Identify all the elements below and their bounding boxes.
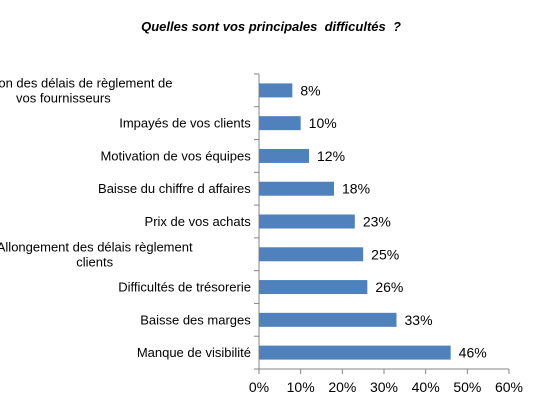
bar bbox=[259, 280, 368, 295]
value-label: 8% bbox=[300, 82, 320, 98]
bar bbox=[259, 247, 364, 262]
x-tick-label: 0% bbox=[249, 379, 269, 395]
category-label: Réduction des délais de règlement devos … bbox=[0, 75, 173, 105]
value-label: 12% bbox=[317, 148, 345, 164]
bar bbox=[259, 345, 451, 360]
category-label: Baisse du chiffre d affaires bbox=[98, 181, 251, 196]
x-tick-label: 10% bbox=[287, 379, 315, 395]
value-label: 25% bbox=[371, 246, 399, 262]
x-tick-label: 60% bbox=[495, 379, 523, 395]
category-label: Difficultés de trésorerie bbox=[118, 280, 251, 295]
category-label: Baisse des marges bbox=[140, 312, 251, 327]
bar bbox=[259, 214, 355, 229]
chart-title: Quelles sont vos principales difficultés… bbox=[141, 19, 401, 34]
category-label: Manque de visibilité bbox=[137, 345, 251, 360]
category-label: Motivation de vos équipes bbox=[100, 148, 251, 163]
value-label: 46% bbox=[459, 345, 487, 361]
value-label: 23% bbox=[363, 214, 391, 230]
x-tick-label: 40% bbox=[412, 379, 440, 395]
bar bbox=[259, 312, 397, 327]
x-tick-label: 20% bbox=[328, 379, 356, 395]
value-label: 10% bbox=[309, 115, 337, 131]
bar bbox=[259, 83, 293, 98]
category-label: Allongement des délais règlement clients bbox=[0, 239, 193, 269]
value-label: 26% bbox=[375, 279, 403, 295]
category-label: Prix de vos achats bbox=[145, 214, 252, 229]
value-label: 33% bbox=[405, 312, 433, 328]
bar bbox=[259, 148, 309, 163]
category-label: Impayés de vos clients bbox=[119, 116, 251, 131]
chart-labels: 8% Réduction des délais de règlement devo… bbox=[0, 75, 487, 360]
chart-bars bbox=[259, 83, 451, 360]
x-tick-label: 50% bbox=[453, 379, 481, 395]
x-tick-label: 30% bbox=[370, 379, 398, 395]
value-label: 18% bbox=[342, 181, 370, 197]
chart-axes: 0% 10% 20% 30% 40% 50% 60% bbox=[249, 73, 523, 395]
bar bbox=[259, 116, 301, 131]
bar bbox=[259, 181, 334, 196]
